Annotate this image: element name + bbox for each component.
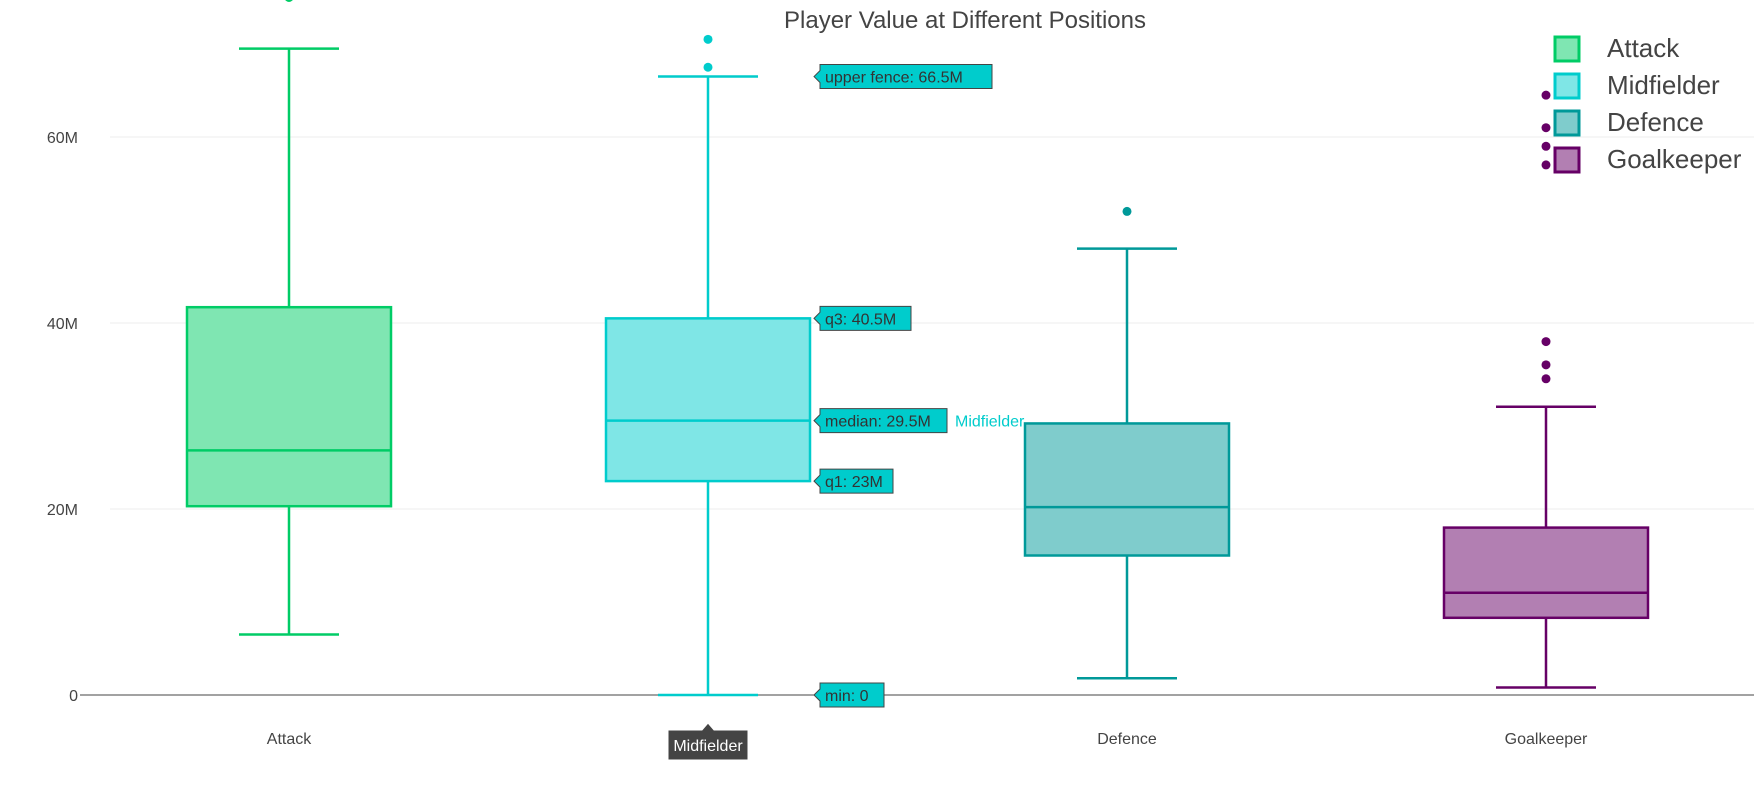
hover-label-text: median: 29.5M	[825, 414, 931, 431]
chart-title: Player Value at Different Positions	[784, 7, 1146, 34]
legend-label: Midfielder	[1607, 70, 1720, 100]
outlier-point	[1541, 123, 1551, 133]
legend-item-midfielder[interactable]: Midfielder	[1553, 70, 1720, 100]
iqr-box	[1442, 526, 1650, 620]
outlier-point	[1541, 141, 1551, 151]
hover-label-min: min: 0	[813, 682, 885, 708]
axis-hover-text: Midfielder	[673, 738, 743, 755]
hover-label-box	[813, 64, 993, 90]
axis-hover-label: Midfielder	[667, 722, 749, 761]
y-tick-label: 60M	[47, 130, 78, 147]
legend-item-defence[interactable]: Defence	[1553, 107, 1704, 137]
x-tick-label: Goalkeeper	[1505, 731, 1588, 748]
hover-label-box	[813, 682, 885, 708]
iqr-box	[604, 317, 812, 483]
hover-label-box	[813, 408, 948, 434]
box-trace-attack	[185, 0, 393, 636]
hover-label-q1: q1: 23M	[813, 468, 894, 494]
y-tick-label: 0	[69, 688, 78, 705]
hover-label-box	[813, 468, 894, 494]
box-traces	[185, 0, 1650, 697]
legend-swatch	[1553, 72, 1581, 100]
hover-label-text: q1: 23M	[825, 474, 883, 491]
hover-label-text: upper fence: 66.5M	[825, 70, 963, 87]
outlier-point	[1541, 337, 1551, 347]
outlier-point	[1541, 160, 1551, 170]
outlier-point	[1541, 360, 1551, 370]
x-tick-label: Attack	[267, 731, 312, 748]
iqr-box	[185, 305, 393, 508]
y-tick-label: 20M	[47, 502, 78, 519]
outlier-point	[703, 62, 713, 72]
legend-label: Defence	[1607, 107, 1704, 137]
hover-label-median: median: 29.5M Midfielder	[813, 408, 1025, 434]
hover-label-upper-fence: upper fence: 66.5M	[813, 64, 993, 90]
legend-swatch	[1553, 109, 1581, 137]
y-axis-tick-labels: 020M40M60M80M100M120M	[47, 130, 78, 705]
box-trace-goalkeeper	[1442, 90, 1650, 689]
hover-label-q3: q3: 40.5M	[813, 305, 912, 331]
legend-item-attack[interactable]: Attack	[1553, 33, 1680, 63]
box-trace-defence	[1023, 206, 1231, 680]
legend-label: Goalkeeper	[1607, 144, 1742, 174]
x-tick-label: Defence	[1097, 731, 1157, 748]
iqr-box	[1023, 422, 1231, 557]
outlier-point	[703, 34, 713, 44]
outlier-point	[1541, 90, 1551, 100]
y-tick-label: 40M	[47, 316, 78, 333]
legend-swatch	[1553, 146, 1581, 174]
hover-series-name: Midfielder	[955, 414, 1025, 431]
axis-hover-box	[667, 722, 749, 761]
legend-label: Attack	[1607, 33, 1680, 63]
hover-label-text: min: 0	[825, 688, 869, 705]
box-trace-midfielder	[604, 34, 812, 697]
hover-label-box	[813, 305, 912, 331]
legend-swatch	[1553, 35, 1581, 63]
legend-item-goalkeeper[interactable]: Goalkeeper	[1553, 144, 1742, 174]
hover-label-text: q3: 40.5M	[825, 311, 896, 328]
outlier-point	[285, 0, 293, 2]
outlier-point	[1122, 206, 1132, 216]
outlier-point	[1541, 374, 1551, 384]
legend[interactable]: Attack Midfielder Defence Goalkeeper	[1553, 33, 1742, 174]
